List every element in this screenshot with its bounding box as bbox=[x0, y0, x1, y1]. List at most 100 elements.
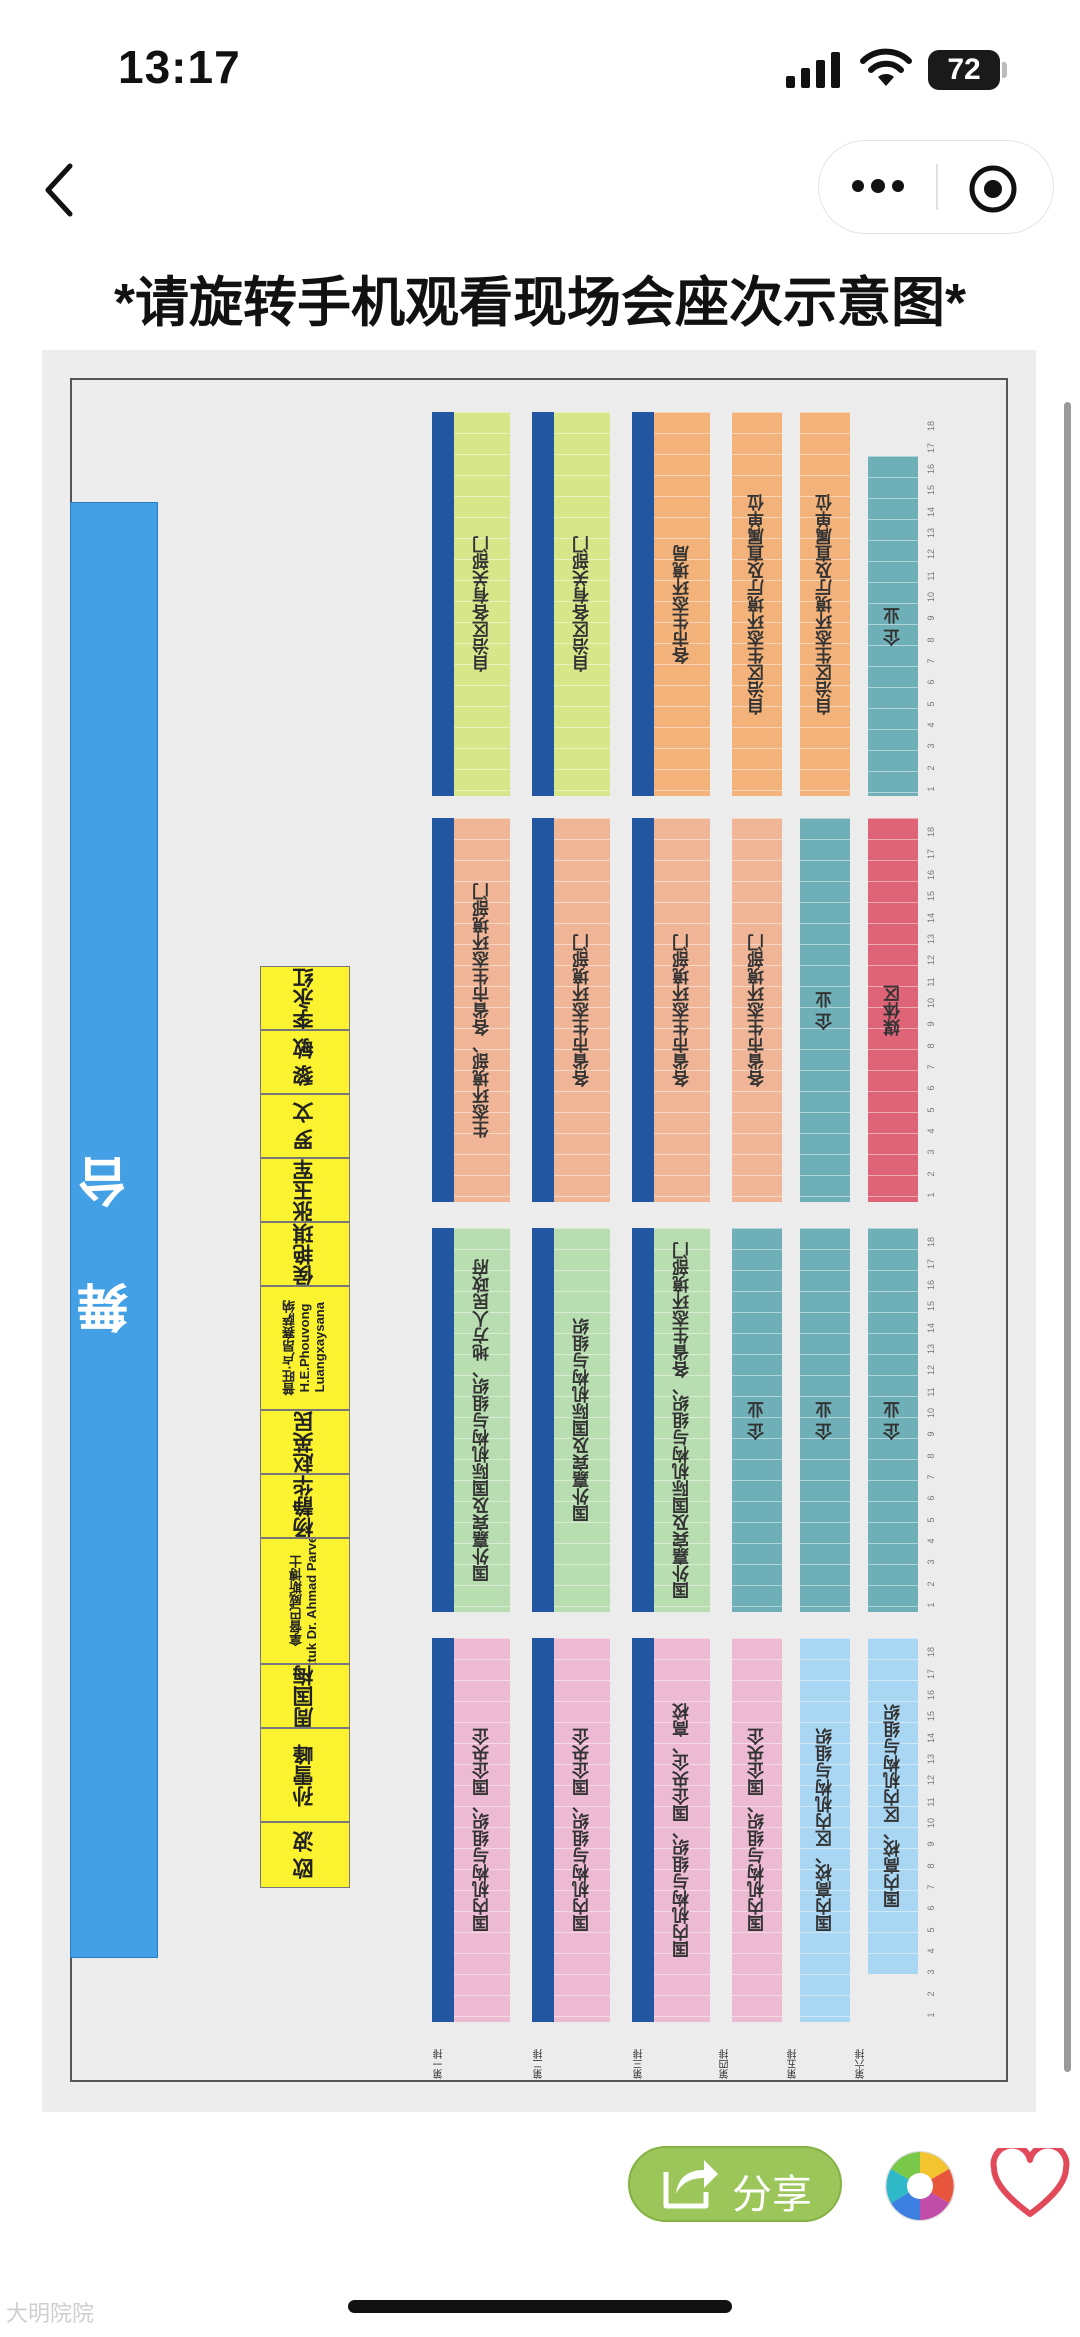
seat-number: 5 bbox=[926, 1107, 936, 1113]
seat-block-body: 各省市生态环境部门 bbox=[732, 818, 782, 1202]
close-target-icon[interactable] bbox=[968, 164, 1018, 214]
seat-number: 6 bbox=[926, 1495, 936, 1501]
seat-block-body: 国内机构与组织、国企央企 bbox=[554, 1638, 610, 2022]
seat-number: 14 bbox=[926, 1732, 936, 1743]
seat-block: 各省市生态环境部门 bbox=[732, 818, 782, 1202]
row-label: 第三排 bbox=[634, 2049, 645, 2079]
seat-block-label: 企 业 bbox=[883, 1400, 903, 1440]
home-indicator[interactable] bbox=[348, 2300, 732, 2313]
vip-seat-name: 赵英民 bbox=[292, 1410, 316, 1474]
vip-seat-name: 李永红 bbox=[292, 966, 316, 1030]
seat-number: 13 bbox=[926, 528, 936, 539]
seat-block-body: 企 业 bbox=[868, 456, 918, 796]
seat-block-label: 国内高校、区内机构与组织 bbox=[815, 1728, 835, 1932]
status-time: 13:17 bbox=[118, 41, 241, 93]
seat-block-body: 国外嘉宾及国际机构与组织、各省生态环境部门 bbox=[654, 1228, 710, 1612]
seat-block: 国内机构与组织、国企央企 bbox=[732, 1638, 782, 2022]
seat-block: 国内高校、区内机构与组织 bbox=[800, 1638, 850, 2022]
aisle-strip bbox=[432, 818, 454, 1202]
seat-block-label: 企 业 bbox=[883, 606, 903, 646]
more-icon[interactable] bbox=[850, 172, 906, 200]
aisle-strip bbox=[532, 1228, 554, 1612]
seat-number: 16 bbox=[926, 1280, 936, 1291]
vip-seat-name: 拿督巴威斯博士 Datuk Dr. Ahmad Parveez bbox=[289, 1538, 319, 1664]
seat-number: 16 bbox=[926, 464, 936, 475]
seat-number: 12 bbox=[926, 549, 936, 560]
seat-number: 4 bbox=[926, 1128, 936, 1134]
aisle-strip bbox=[532, 412, 554, 796]
vip-seat: 周国梅 bbox=[260, 1664, 350, 1728]
seat-block-body: 国内机构与组织、国企央企 bbox=[454, 1638, 510, 2022]
back-icon[interactable] bbox=[40, 160, 80, 220]
row-label: 第五排 bbox=[788, 2049, 799, 2079]
shutter-icon[interactable] bbox=[880, 2146, 960, 2226]
seat-number: 11 bbox=[926, 1386, 936, 1397]
seat-block-label: 各省市生态环境部门 bbox=[572, 933, 592, 1087]
seat-block: 自治区生态环境厅及直属单位 bbox=[800, 412, 850, 796]
seat-block: 国内机构与组织、国企央企、高校 bbox=[632, 1638, 710, 2022]
seat-block-body: 企 业 bbox=[868, 1228, 918, 1612]
seat-block: 企 业 bbox=[868, 456, 918, 796]
seat-block-body: 国外嘉宾及国际机构与组织、地方人民政府 bbox=[454, 1228, 510, 1612]
vip-seat: 赵英民 bbox=[260, 1410, 350, 1474]
vip-seat: 普旺·卢昂赛萨纳 H.E.Phouvong Luangxaysana bbox=[260, 1286, 350, 1410]
seat-block-label: 企 业 bbox=[815, 1400, 835, 1440]
seat-number: 10 bbox=[926, 592, 936, 603]
aisle-strip bbox=[632, 412, 654, 796]
seat-number: 1 bbox=[926, 1192, 936, 1198]
vip-seat: 欧 波 bbox=[260, 1822, 350, 1888]
seat-block-body: 各省市生态环境部门 bbox=[554, 818, 610, 1202]
row-label: 第六排 bbox=[856, 2049, 867, 2079]
aisle-strip bbox=[532, 1638, 554, 2022]
seat-number: 18 bbox=[926, 421, 936, 432]
seat-number: 1 bbox=[926, 2012, 936, 2018]
seat-number: 16 bbox=[926, 870, 936, 881]
seat-number: 2 bbox=[926, 765, 936, 771]
aisle-strip bbox=[632, 1638, 654, 2022]
seat-number: 15 bbox=[926, 485, 936, 496]
aisle-strip bbox=[432, 412, 454, 796]
vip-seat: 杨静华 bbox=[260, 1474, 350, 1538]
battery-indicator: 72 bbox=[928, 50, 1000, 90]
watermark: 大明院院 bbox=[6, 2301, 95, 2326]
seat-block-body: 企 业 bbox=[800, 818, 850, 1202]
heart-icon[interactable] bbox=[990, 2148, 1070, 2220]
seat-block-label: 国内机构与组织、国企央企 bbox=[472, 1728, 492, 1932]
seat-number: 4 bbox=[926, 722, 936, 728]
seat-number: 18 bbox=[926, 827, 936, 838]
seat-number: 13 bbox=[926, 1754, 936, 1765]
vip-seat: 侯艳琪 bbox=[260, 1222, 350, 1286]
seat-block: 自治区生态环境厅及直属单位 bbox=[732, 412, 782, 796]
stage bbox=[70, 502, 158, 1958]
seat-block: 自治区各有关部门 bbox=[532, 412, 610, 796]
seat-number: 7 bbox=[926, 1884, 936, 1890]
seat-number: 14 bbox=[926, 506, 936, 517]
seat-number: 18 bbox=[926, 1647, 936, 1658]
seat-number: 15 bbox=[926, 1711, 936, 1722]
seat-number: 15 bbox=[926, 1301, 936, 1312]
seat-number: 6 bbox=[926, 679, 936, 685]
seat-number: 17 bbox=[926, 442, 936, 453]
scrollbar[interactable] bbox=[1064, 402, 1071, 2072]
aisle-strip bbox=[432, 1638, 454, 2022]
seat-block: 自治区各有关部门 bbox=[432, 412, 510, 796]
seat-number: 18 bbox=[926, 1237, 936, 1248]
vip-seat-name: 孙雪峰 bbox=[292, 1743, 316, 1807]
seat-block: 生态环境部、各省市生态环境部门 bbox=[432, 818, 510, 1202]
seat-block: 国外嘉宾及国际机构与组织 bbox=[532, 1228, 610, 1612]
vip-seat-name: 罗 文 bbox=[292, 1102, 316, 1150]
seat-number: 1 bbox=[926, 786, 936, 792]
seat-number: 9 bbox=[926, 1841, 936, 1847]
row-label: 第一排 bbox=[434, 2049, 445, 2079]
seat-block-label: 媒体区 bbox=[883, 984, 903, 1036]
seat-number: 10 bbox=[926, 1818, 936, 1829]
seat-number: 5 bbox=[926, 701, 936, 707]
seat-block-body: 国内高校、区内机构与组织 bbox=[868, 1638, 918, 1974]
seat-number: 3 bbox=[926, 1559, 936, 1565]
seat-number: 4 bbox=[926, 1538, 936, 1544]
seat-number: 9 bbox=[926, 1431, 936, 1437]
seat-number: 17 bbox=[926, 848, 936, 859]
seat-block-body: 媒体区 bbox=[868, 818, 918, 1202]
seat-block: 各省市生态环境部门 bbox=[632, 818, 710, 1202]
seat-number: 13 bbox=[926, 1344, 936, 1355]
